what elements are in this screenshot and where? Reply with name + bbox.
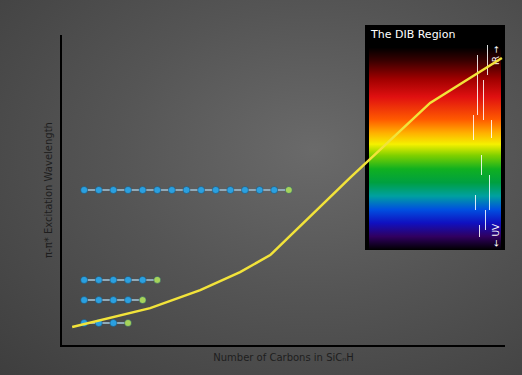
html-text:The DIB Region: The DIB Region [371,28,456,41]
html-text:IR →: IR → [491,45,501,65]
svg-text:Number of Carbons in SiCₙH: Number of Carbons in SiCₙH [213,352,354,363]
html-text:← UV: ← UV [491,223,501,247]
svg-text:π-π* Excitation Wavelength: π-π* Excitation Wavelength [43,122,54,258]
